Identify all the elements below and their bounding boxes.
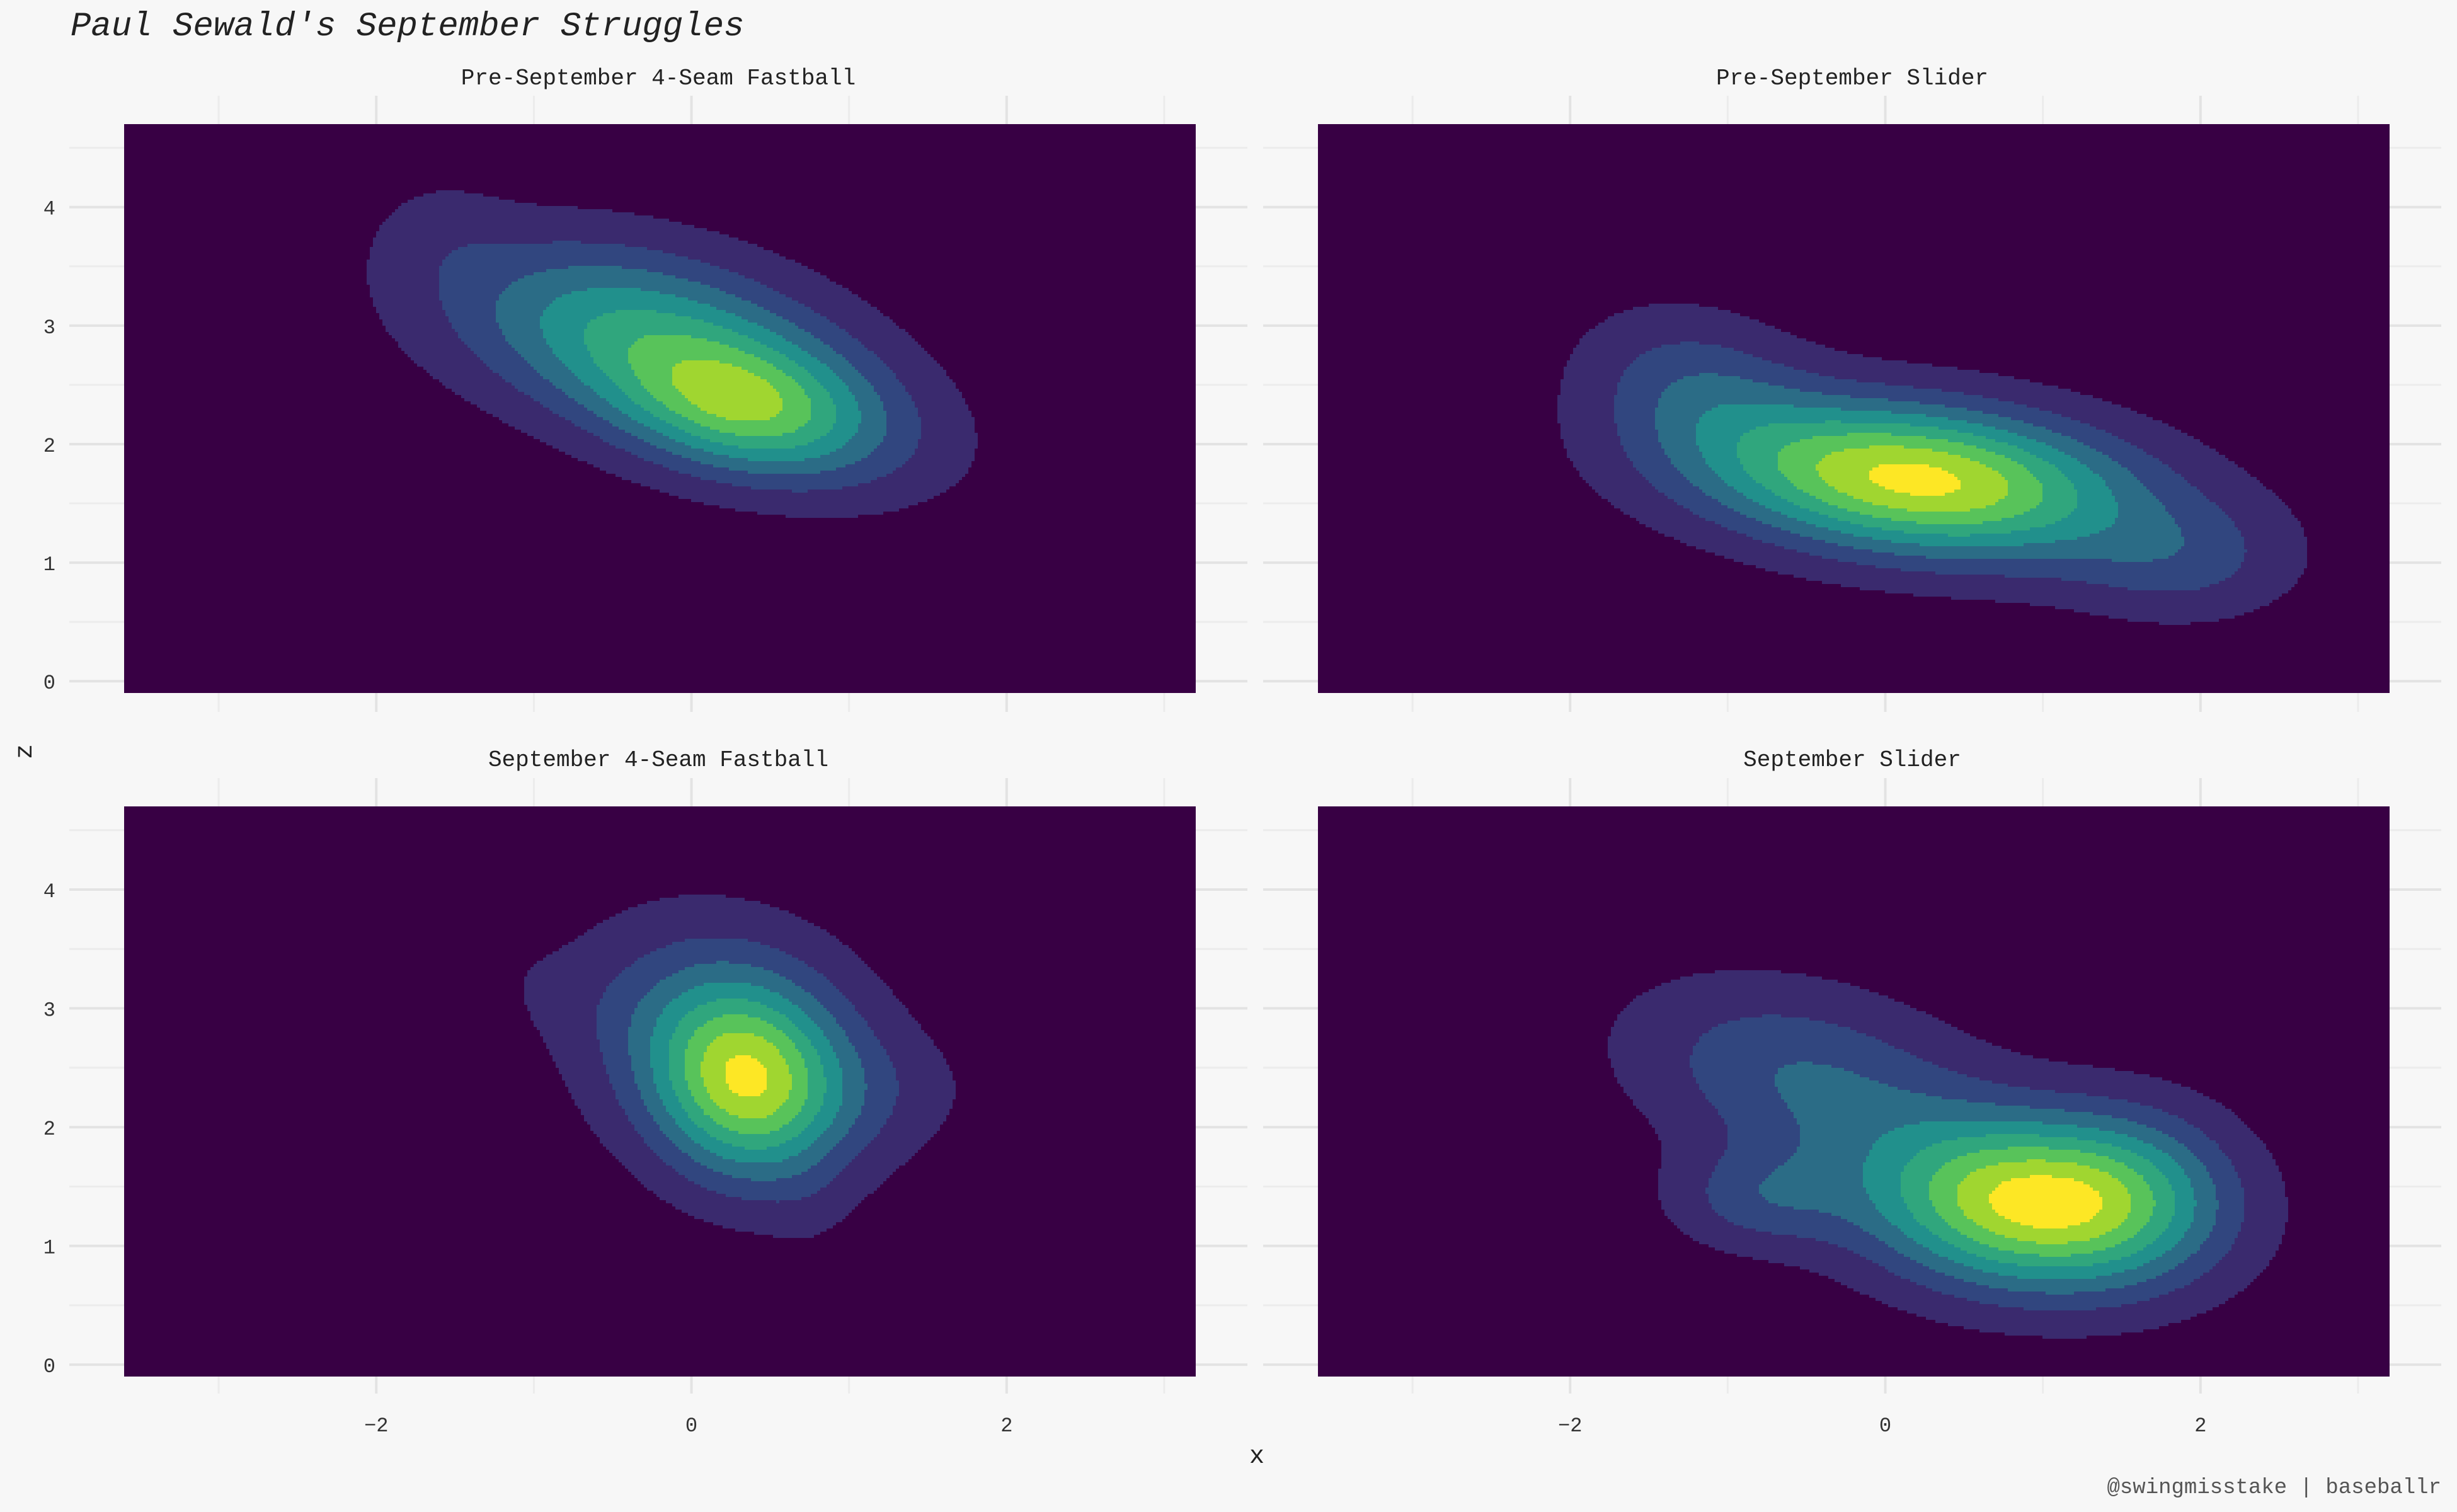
density-band (628, 335, 811, 436)
y-tick-label: 1 (43, 553, 55, 576)
density-band (726, 1055, 767, 1096)
y-tick-label: 4 (43, 198, 55, 221)
density-band (1690, 1014, 2244, 1310)
y-tick-label: 0 (43, 1355, 55, 1378)
density-band (1614, 341, 2247, 590)
x-tick-label: 2 (2194, 1414, 2206, 1438)
facet-panels: Pre-September 4-Seam Fastball01234Pre-Se… (43, 66, 2441, 1438)
facet-panel: September 4-Seam Fastball 0 1 2 3 4 −2 0 2 (43, 747, 1247, 1438)
density-band (1863, 1121, 2197, 1279)
density-band (1901, 1134, 2175, 1266)
density-band (1608, 970, 2288, 1339)
density-band (1696, 404, 2118, 546)
y-tick-label: 3 (43, 999, 55, 1022)
density-band (496, 266, 886, 474)
x-tick-label: −2 (364, 1414, 388, 1438)
density-band (672, 360, 782, 420)
density-band (685, 1014, 808, 1134)
density-band (584, 310, 836, 449)
facet-title: September Slider (1743, 747, 1961, 773)
y-tick-label: 2 (43, 435, 55, 458)
facet-title: Pre-September 4-Seam Fastball (461, 66, 856, 91)
density-band (367, 190, 978, 518)
facet-title: Pre-September Slider (1716, 66, 1988, 91)
facet-panel: September Slider −2 0 2 (1263, 747, 2441, 1438)
density-band (1557, 304, 2307, 625)
density-band (1737, 420, 2077, 537)
facet-panel: Pre-September Slider (1263, 66, 2441, 712)
density-band (1759, 1062, 2219, 1295)
chart-title: Paul Sewald's September Struggles (71, 8, 744, 46)
density-band (1957, 1159, 2131, 1244)
density-band (439, 241, 921, 493)
y-tick-label: 1 (43, 1237, 55, 1260)
x-tick-label: 2 (1000, 1414, 1012, 1438)
density-band (540, 288, 861, 461)
density-band (1989, 1175, 2102, 1228)
x-tick-label: 0 (1879, 1414, 1891, 1438)
density-band (1816, 445, 2008, 512)
x-axis-label: x (1249, 1443, 1264, 1471)
facet-title: September 4-Seam Fastball (488, 747, 828, 773)
y-tick-label: 0 (43, 672, 55, 695)
density-band (1869, 464, 1961, 496)
density-band (1778, 433, 2042, 524)
y-tick-label: 2 (43, 1118, 55, 1141)
y-axis-label: z (11, 744, 40, 759)
x-tick-label: −2 (1558, 1414, 1582, 1438)
density-band (1929, 1147, 2156, 1257)
y-tick-label: 3 (43, 316, 55, 340)
density-band (701, 1033, 792, 1118)
x-tick-label: 0 (685, 1414, 697, 1438)
y-tick-label: 4 (43, 880, 55, 903)
caption: @swingmisstake | baseballr (2107, 1476, 2442, 1500)
facet-panel: Pre-September 4-Seam Fastball 0 1 2 3 4 (43, 66, 1247, 712)
density-band (524, 895, 956, 1238)
